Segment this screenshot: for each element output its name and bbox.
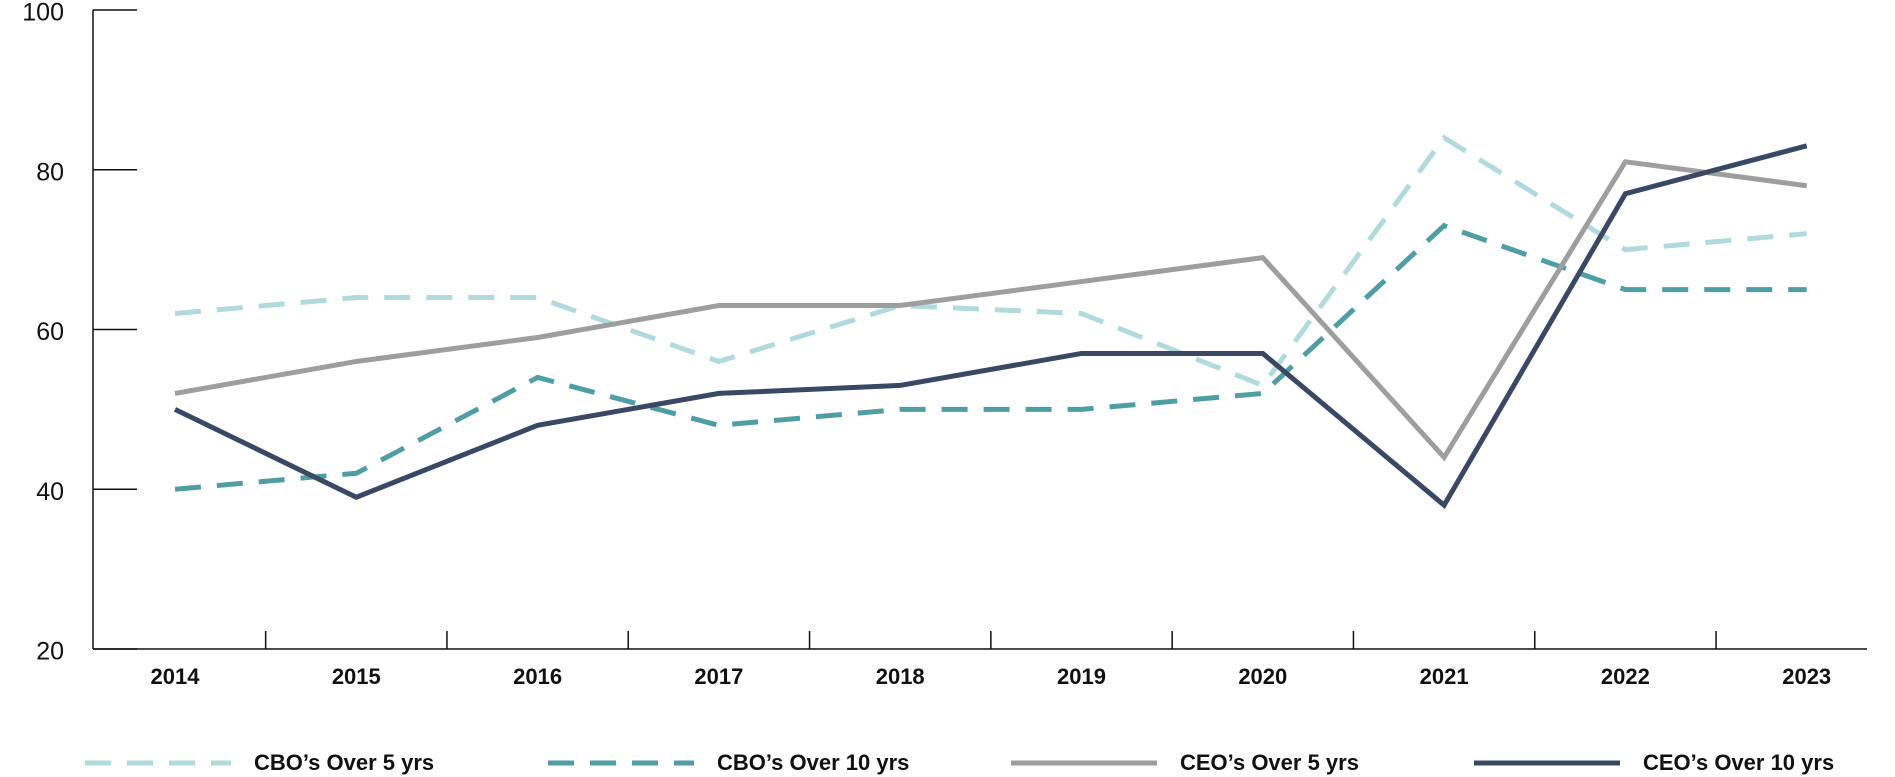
legend-label: CBO’s Over 10 yrs (717, 750, 909, 775)
y-tick-label: 40 (36, 478, 64, 506)
series-line (173, 143, 1808, 510)
legend-label: CBO’s Over 5 yrs (254, 750, 434, 775)
x-tick-label: 2019 (1057, 664, 1106, 689)
x-tick-label: 2015 (332, 664, 381, 689)
legend-label: CEO’s Over 5 yrs (1180, 750, 1359, 775)
x-tick-label: 2020 (1238, 664, 1287, 689)
x-tick-label: 2016 (513, 664, 562, 689)
y-tick-label: 80 (36, 158, 64, 186)
y-tick-label: 20 (36, 638, 64, 666)
legend-label: CEO’s Over 10 yrs (1643, 750, 1834, 775)
series-line (174, 222, 1807, 492)
y-tick-label: 100 (22, 0, 64, 27)
series-line (174, 134, 1807, 389)
x-tick-label: 2023 (1782, 664, 1831, 689)
x-tick-label: 2022 (1601, 664, 1650, 689)
x-tick-label: 2021 (1420, 664, 1469, 689)
series-line (174, 159, 1808, 462)
x-tick-label: 2018 (876, 664, 925, 689)
x-tick-label: 2014 (151, 664, 201, 689)
x-tick-label: 2017 (694, 664, 743, 689)
y-tick-label: 60 (36, 318, 64, 346)
